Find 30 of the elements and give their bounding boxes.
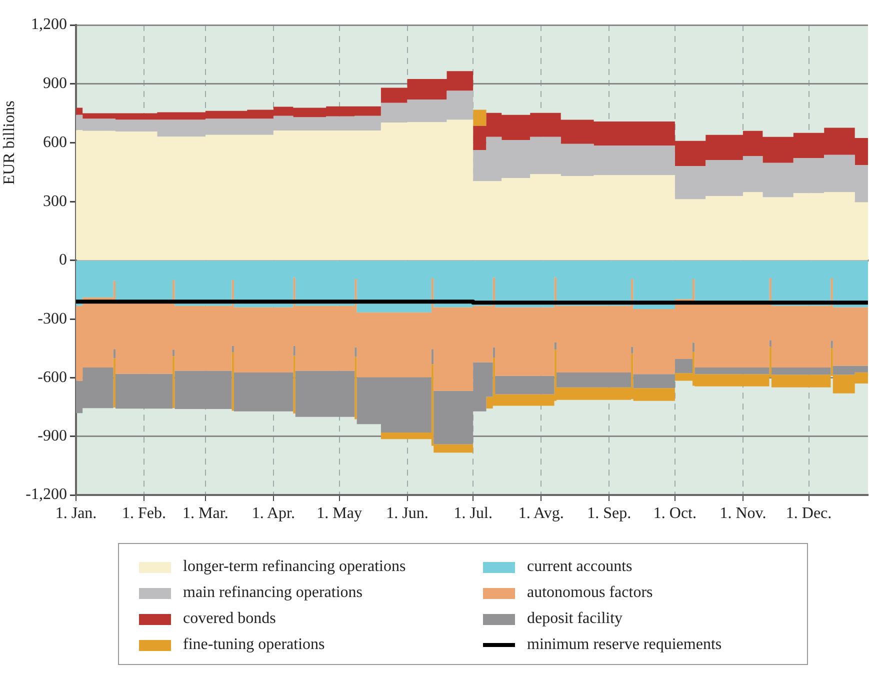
x-tick-label: 1. Mar.	[182, 504, 228, 522]
y-tick-label: -1,200	[26, 486, 67, 504]
x-tick-label: 1. Feb.	[122, 504, 166, 522]
x-tick-label: 1. Apr.	[252, 504, 296, 522]
legend-label: main refinancing operations	[183, 584, 362, 602]
legend-label: fine-tuning operations	[183, 636, 325, 654]
y-tick-label: 0	[59, 252, 67, 269]
y-tick-label: 300	[43, 192, 67, 210]
legend-label: current accounts	[527, 558, 632, 576]
y-tick-label: -900	[38, 428, 67, 445]
x-tick-label: 1. May	[316, 504, 362, 522]
x-tick-label: 1. Jun.	[386, 504, 428, 522]
legend-label: longer-term refinancing operations	[183, 558, 406, 576]
y-tick-label: -300	[38, 310, 67, 328]
x-tick-label: 1. Oct.	[653, 504, 696, 522]
legend-label: covered bonds	[183, 610, 276, 628]
x-tick-label: 1. Jul.	[454, 504, 492, 522]
y-tick-label: -600	[38, 369, 67, 386]
legend-label: autonomous factors	[527, 584, 653, 602]
legend-label: minimum reserve requiements	[527, 636, 722, 654]
x-tick-label: 1. Avg.	[518, 504, 564, 522]
legend-label: deposit facility	[527, 610, 623, 628]
x-tick-label: 1. Sep.	[587, 504, 632, 522]
y-axis-title: EUR billions	[0, 100, 18, 185]
x-tick-label: 1. Dec.	[786, 504, 832, 522]
y-tick-label: 1,200	[31, 16, 67, 34]
x-tick-label: 1. Jan.	[55, 504, 97, 522]
y-tick-label: 600	[43, 134, 67, 151]
x-tick-label: 1. Nov.	[720, 504, 766, 522]
y-tick-label: 900	[43, 75, 67, 92]
